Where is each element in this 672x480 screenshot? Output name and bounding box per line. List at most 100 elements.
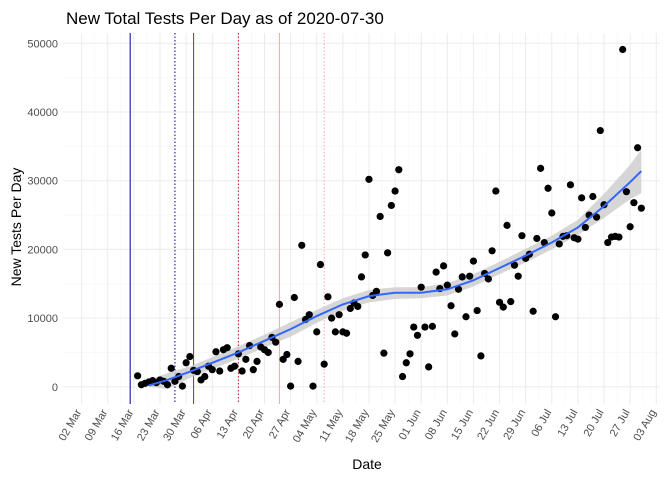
data-point [462, 313, 470, 321]
chart-title: New Total Tests Per Day as of 2020-07-30 [66, 9, 384, 28]
data-point [484, 275, 492, 283]
data-point [555, 240, 563, 248]
data-point [186, 352, 194, 361]
y-tick-label: 50000 [27, 38, 58, 50]
data-point [380, 349, 388, 357]
data-point [309, 382, 317, 390]
data-point [548, 209, 556, 217]
data-point [619, 45, 627, 54]
data-point [249, 366, 257, 374]
y-tick-label: 10000 [27, 313, 58, 325]
data-point [533, 234, 541, 243]
data-point [372, 287, 381, 295]
data-point [354, 302, 362, 311]
data-point [637, 204, 645, 212]
data-point [589, 192, 597, 201]
data-point [417, 283, 425, 291]
data-point [551, 313, 560, 321]
data-point [514, 272, 522, 280]
data-point [581, 223, 589, 232]
reference-lines [129, 33, 325, 404]
data-point [212, 348, 220, 356]
data-point [163, 381, 172, 389]
data-point [615, 233, 623, 241]
data-point [384, 249, 392, 257]
data-point [592, 213, 601, 221]
data-point [320, 360, 328, 368]
data-point [361, 251, 369, 259]
data-point [503, 221, 511, 229]
data-point [518, 232, 526, 240]
data-point [264, 348, 272, 357]
data-point [406, 350, 414, 358]
data-point [208, 366, 216, 374]
data-point [242, 355, 250, 363]
confidence-band [148, 149, 642, 389]
data-point [630, 199, 638, 207]
data-point [604, 238, 612, 247]
data-point [335, 311, 343, 319]
data-point [253, 357, 261, 366]
data-point [622, 188, 631, 196]
data-point [316, 260, 325, 269]
data-point [544, 184, 552, 192]
data-point [402, 359, 410, 367]
data-point [488, 247, 496, 255]
smooth-line [148, 170, 643, 387]
data-point [331, 328, 339, 336]
y-tick-label: 20000 [27, 244, 58, 256]
data-point [492, 187, 500, 195]
y-tick-label: 40000 [27, 107, 58, 119]
data-point [298, 241, 306, 249]
data-point [134, 372, 142, 380]
data-point [410, 323, 418, 331]
data-point [283, 350, 291, 359]
data-point [432, 268, 440, 276]
data-point [313, 328, 321, 336]
data-point [413, 331, 422, 339]
data-point [324, 293, 332, 301]
data-point [574, 235, 582, 243]
data-point [454, 285, 463, 293]
data-point [458, 273, 466, 281]
data-point [451, 330, 459, 338]
data-point [447, 302, 455, 310]
data-point [231, 362, 239, 370]
data-point [287, 382, 295, 390]
data-point [398, 372, 407, 381]
data-point [305, 311, 313, 319]
data-point [425, 363, 433, 371]
x-axis-title: Date [352, 456, 382, 472]
data-point [272, 338, 280, 346]
data-point [201, 372, 209, 381]
data-point [238, 367, 246, 375]
y-tick-label: 0 [52, 382, 58, 394]
data-point [223, 344, 231, 352]
data-point [216, 367, 224, 375]
data-point [376, 212, 384, 221]
trend-line [148, 170, 643, 387]
data-point [365, 175, 373, 183]
data-point [328, 314, 336, 322]
data-point [537, 164, 545, 172]
data-point [391, 187, 399, 195]
data-point [387, 201, 395, 210]
data-point [439, 262, 448, 270]
data-point [428, 322, 436, 330]
y-axis-title: New Tests Per Day [8, 168, 24, 287]
data-point [507, 298, 515, 306]
data-point [578, 194, 586, 202]
data-point [466, 272, 474, 280]
grid-minor [63, 33, 660, 404]
data-point [634, 144, 642, 152]
data-point [421, 323, 429, 331]
data-point [510, 261, 519, 269]
data-point [566, 181, 575, 189]
data-point [178, 382, 186, 390]
data-point [469, 257, 478, 265]
data-point [294, 357, 302, 366]
smooth-ribbon [148, 149, 642, 389]
data-point [477, 352, 485, 360]
data-point [182, 359, 190, 367]
data-point [473, 306, 481, 315]
